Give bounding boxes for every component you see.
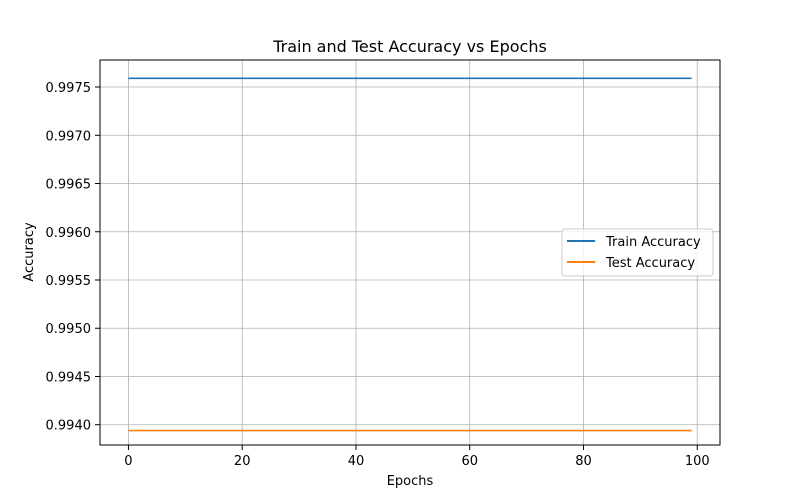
x-tick-label: 0 — [124, 454, 132, 469]
x-tick-label: 100 — [685, 454, 710, 469]
y-tick-label: 0.9960 — [46, 226, 92, 241]
x-axis-ticks: 0 20 40 60 80 100 — [124, 445, 710, 469]
legend: Train Accuracy Test Accuracy — [561, 228, 714, 277]
plot-area-frame — [99, 59, 721, 446]
x-tick-label: 60 — [461, 454, 478, 469]
x-tick-label: 40 — [348, 454, 365, 469]
y-tick-label: 0.9950 — [46, 322, 92, 337]
y-tick-label: 0.9970 — [46, 129, 92, 144]
y-axis-ticks: 0.9940 0.9945 0.9950 0.9955 0.9960 0.9965 0.99… — [46, 81, 100, 434]
x-tick-label: 20 — [234, 454, 251, 469]
y-tick-label: 0.9940 — [46, 419, 92, 434]
y-axis-label: Accuracy — [22, 222, 37, 282]
y-tick-label: 0.9945 — [46, 370, 92, 385]
legend-box — [561, 228, 714, 277]
series-lines — [128, 77, 692, 432]
legend-label-test-accuracy: Test Accuracy — [605, 256, 695, 271]
x-tick-label: 80 — [575, 454, 592, 469]
y-tick-label: 0.9965 — [46, 178, 92, 193]
legend-label-train-accuracy: Train Accuracy — [605, 235, 701, 250]
y-tick-label: 0.9955 — [46, 274, 92, 289]
x-axis-label: Epochs — [387, 474, 434, 489]
y-tick-label: 0.9975 — [46, 81, 92, 96]
chart-title: Train and Test Accuracy vs Epochs — [272, 37, 547, 56]
